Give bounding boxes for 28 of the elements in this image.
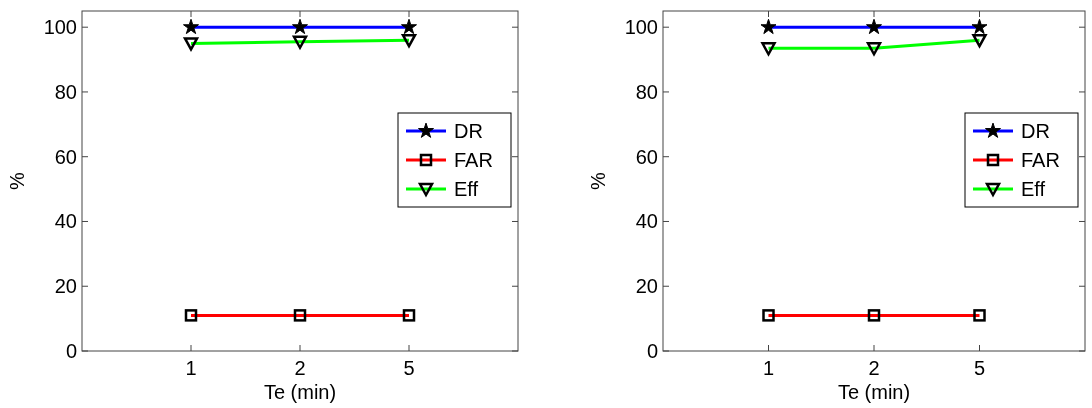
y-tick-label: 0 [65, 340, 77, 362]
legend-label: DR [1021, 120, 1050, 142]
y-axis-title: % [587, 171, 609, 190]
x-tick-label: 2 [294, 357, 306, 379]
x-tick-label: 5 [973, 357, 986, 379]
x-axis-title: Te (min) [263, 381, 337, 403]
x-tick-label: 1 [762, 357, 775, 379]
y-tick-label: 40 [635, 210, 658, 233]
y-tick-label: 60 [54, 145, 77, 168]
y-tick-label: 40 [54, 210, 77, 233]
x-axis-title: Te (min) [837, 381, 911, 403]
x-tick-label: 5 [403, 357, 415, 379]
y-axis-title: % [6, 171, 28, 190]
y-tick-label: 80 [635, 80, 658, 103]
legend-label: FAR [454, 149, 493, 171]
y-tick-label: 20 [54, 275, 77, 298]
x-tick-label: 2 [868, 357, 880, 379]
x-tick-label: 1 [185, 357, 197, 379]
legend-label: Eff [1021, 178, 1046, 200]
y-tick-label: 100 [43, 16, 77, 39]
y-tick-label: 80 [54, 80, 77, 103]
y-tick-label: 20 [635, 275, 658, 298]
y-tick-label: 100 [624, 16, 658, 39]
legend-label: Eff [454, 178, 479, 200]
legend-label: DR [454, 120, 483, 142]
legend-label: FAR [1021, 149, 1060, 171]
y-tick-label: 0 [646, 340, 658, 362]
y-tick-label: 60 [635, 145, 658, 168]
